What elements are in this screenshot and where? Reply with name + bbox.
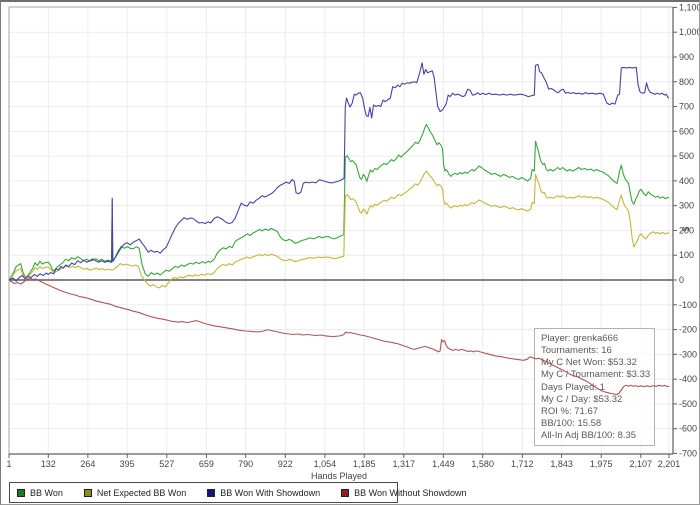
- x-axis-title: Hands Played: [310, 471, 368, 481]
- y-tick-label: 1,000: [679, 27, 700, 37]
- legend-swatch-icon: [17, 488, 25, 497]
- tooltip-row: BB/100: 15.58: [541, 417, 602, 429]
- x-tick-label: 1,317: [393, 459, 416, 469]
- stats-tooltip: Player: grenka666 Tournaments: 16 My C Net…: [534, 328, 655, 446]
- legend-swatch-icon: [341, 488, 350, 497]
- x-tick-label: 2,107: [630, 459, 653, 469]
- y-tick-label: -100: [679, 300, 697, 310]
- x-tick-label: 264: [80, 459, 95, 469]
- x-tick-label: 922: [278, 459, 293, 469]
- tooltip-row: My C Net Won: $53.32: [541, 357, 637, 369]
- legend-swatch-icon: [83, 488, 92, 497]
- y-tick-label: -700: [679, 448, 697, 458]
- legend-item: BB Won With Showdown: [207, 488, 320, 498]
- legend-swatch-icon: [207, 488, 216, 497]
- x-tick-label: 1,580: [471, 459, 494, 469]
- legend-label: BB Won: [30, 487, 63, 498]
- x-tick-label: 1,712: [511, 459, 534, 469]
- tooltip-row: Days Played: 1: [541, 381, 605, 393]
- y-axis-title: $: [680, 226, 691, 232]
- y-tick-label: 0: [679, 275, 684, 285]
- y-tick-label: 600: [679, 126, 694, 136]
- tooltip-row: Tournaments: 16: [541, 345, 612, 357]
- tooltip-row: ROI %: 71.67: [541, 405, 599, 417]
- y-tick-label: 500: [679, 151, 694, 161]
- legend-label: BB Won Without Showdown: [354, 487, 467, 498]
- y-tick-label: 100: [679, 250, 694, 260]
- legend-label: BB Won With Showdown: [220, 487, 321, 498]
- x-tick-label: 1,449: [432, 459, 455, 469]
- tooltip-row: My C / Day: $53.32: [541, 393, 623, 405]
- tooltip-row: My C / Tournament: $3.33: [541, 369, 651, 381]
- x-tick-label: 132: [41, 459, 56, 469]
- y-tick-label: -500: [679, 399, 697, 409]
- x-tick-label: 527: [159, 459, 174, 469]
- y-tick-label: 700: [679, 102, 694, 112]
- x-tick-label: 2,201: [658, 459, 681, 469]
- y-tick-label: 200: [679, 225, 694, 235]
- y-tick-label: -200: [679, 325, 697, 335]
- y-tick-label: 1,100: [679, 2, 700, 12]
- x-tick-label: 659: [199, 459, 214, 469]
- x-tick-label: 790: [238, 459, 253, 469]
- x-tick-label: 1,843: [550, 459, 573, 469]
- y-tick-label: 400: [679, 176, 694, 186]
- tooltip-row: All-In Adj BB/100: 8.35: [541, 430, 637, 441]
- legend-label: Net Expected BB Won: [96, 487, 187, 498]
- y-tick-label: 800: [679, 77, 694, 87]
- y-tick-label: 900: [679, 52, 694, 62]
- y-tick-label: -600: [679, 424, 697, 434]
- legend-item: BB Won: [17, 488, 63, 498]
- y-tick-label: 300: [679, 201, 694, 211]
- y-tick-label: -300: [679, 349, 697, 359]
- tooltip-row: Player: grenka666: [541, 333, 619, 344]
- x-tick-label: 1: [6, 459, 11, 469]
- chart-legend: BB Won Net Expected BB Won BB Won With Sho…: [9, 482, 467, 503]
- y-tick-label: -400: [679, 374, 697, 384]
- x-tick-label: 1,185: [353, 459, 376, 469]
- legend-item: BB Won Without Showdown: [341, 487, 467, 498]
- x-tick-label: 1,975: [590, 459, 613, 469]
- x-tick-label: 395: [120, 459, 135, 469]
- legend-item: Net Expected BB Won: [83, 487, 187, 498]
- x-tick-label: 1,054: [314, 459, 337, 469]
